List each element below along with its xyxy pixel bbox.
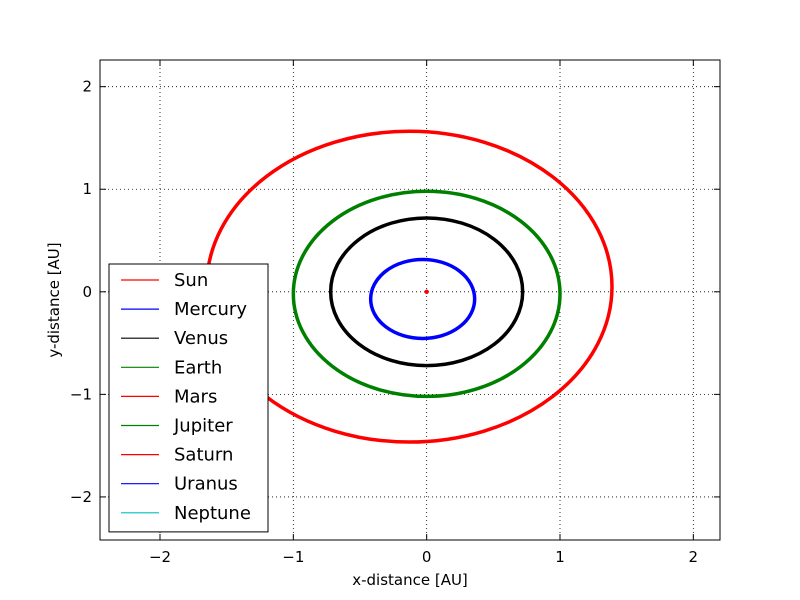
legend-label-saturn: Saturn — [174, 445, 233, 466]
plot-frame — [99, 59, 721, 541]
y-tick-label: 2 — [82, 78, 92, 96]
legend-label-earth: Earth — [174, 357, 222, 378]
grid-lines — [100, 60, 720, 540]
y-tick-label: 1 — [82, 180, 92, 198]
legend: Sun Mercury Venus Earth Mars Jupiter Saturn Ura… — [108, 263, 269, 533]
y-tick-label: −1 — [70, 385, 92, 403]
legend-label-neptune: Neptune — [174, 503, 251, 524]
legend-label-mars: Mars — [174, 386, 217, 407]
x-tick-label: −1 — [282, 548, 304, 566]
x-tick-label: 1 — [555, 548, 565, 566]
axis-ticks: −2 −1 0 1 2 −2 −1 0 1 2 — [70, 60, 720, 566]
y-tick-label: −2 — [70, 488, 92, 506]
orbit-sun — [424, 289, 429, 294]
x-tick-label: 2 — [689, 548, 699, 566]
x-tick-label: −2 — [149, 548, 171, 566]
orbit-venus — [328, 216, 525, 368]
orbit-mercury — [368, 257, 477, 341]
y-tick-label: 0 — [82, 283, 92, 301]
x-tick-label: 0 — [422, 548, 432, 566]
x-axis-label: x-distance [AU] — [352, 571, 468, 589]
legend-label-venus: Venus — [174, 328, 228, 349]
legend-label-jupiter: Jupiter — [173, 416, 233, 437]
legend-label-sun: Sun — [174, 270, 208, 291]
legend-label-uranus: Uranus — [174, 474, 238, 495]
legend-label-mercury: Mercury — [174, 299, 247, 320]
orbit-earth — [291, 189, 562, 399]
y-axis-label: y-distance [AU] — [45, 242, 63, 357]
